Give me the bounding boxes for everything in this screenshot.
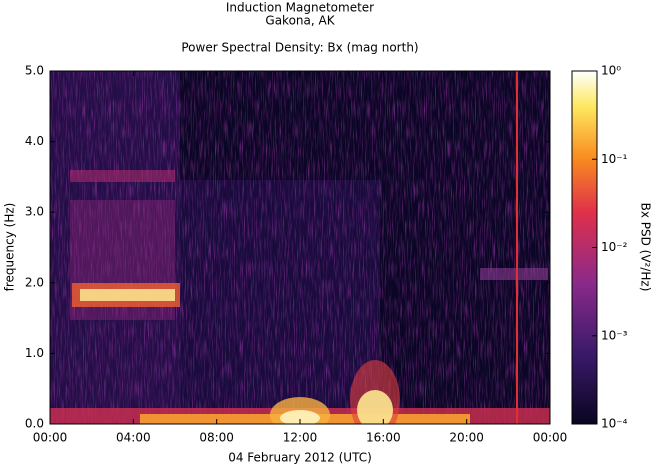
x-tick-label: 12:00 bbox=[283, 431, 318, 445]
y-tick-label: 3.0 bbox=[25, 205, 44, 219]
y-tick-label: 4.0 bbox=[25, 134, 44, 148]
x-tick-label: 20:00 bbox=[449, 431, 484, 445]
x-tick-label: 08:00 bbox=[199, 431, 234, 445]
y-tick-label: 0.0 bbox=[25, 417, 44, 431]
colorbar-tick-label: 10⁻⁴ bbox=[601, 417, 628, 431]
x-tick-label: 04:00 bbox=[116, 431, 151, 445]
colorbar-tick-label: 10⁻¹ bbox=[601, 152, 628, 166]
chart-subtitle: Gakona, AK bbox=[265, 14, 335, 28]
x-axis-label: 04 February 2012 (UTC) bbox=[228, 451, 372, 465]
x-tick-label: 16:00 bbox=[366, 431, 401, 445]
colorbar-label: Bx PSD (V²/Hz) bbox=[639, 203, 653, 292]
y-tick-label: 5.0 bbox=[25, 64, 44, 78]
y-axis-label: frequency (Hz) bbox=[3, 203, 17, 292]
x-tick-label: 00:00 bbox=[33, 431, 68, 445]
colorbar-tick-label: 10⁻³ bbox=[601, 328, 628, 342]
colorbar-tick-label: 10⁻² bbox=[601, 240, 628, 254]
x-tick-label: 00:00 bbox=[533, 431, 568, 445]
spectrogram-image bbox=[50, 71, 550, 424]
plot-title: Power Spectral Density: Bx (mag north) bbox=[181, 41, 418, 55]
y-tick-label: 1.0 bbox=[25, 346, 44, 360]
colorbar-tick-label: 10⁰ bbox=[601, 64, 621, 78]
chart-title: Induction Magnetometer bbox=[226, 1, 374, 15]
y-tick-label: 2.0 bbox=[25, 275, 44, 289]
